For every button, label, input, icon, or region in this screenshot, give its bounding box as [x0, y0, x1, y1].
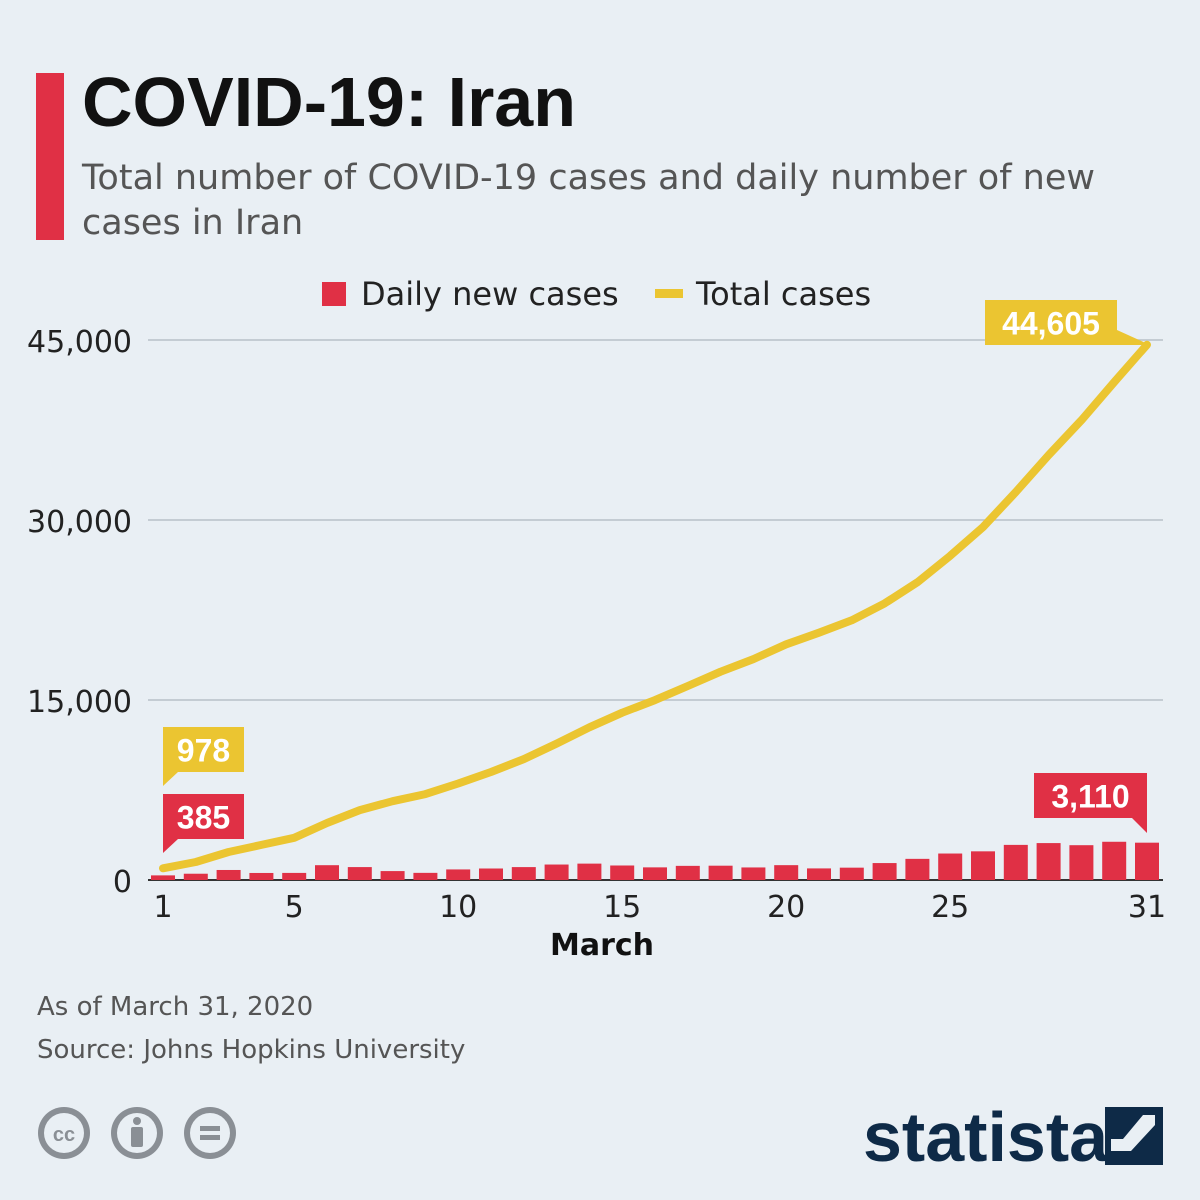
daily-bar — [347, 867, 372, 880]
daily-bar — [905, 858, 930, 880]
statista-mark-icon — [1105, 1107, 1163, 1165]
legend-total-label: Total cases — [695, 275, 871, 313]
callout-total-start: 978 — [163, 727, 244, 786]
callout-daily-start-box — [163, 794, 244, 839]
callout-total-start-pointer — [163, 772, 178, 786]
callout-daily-start-label: 385 — [177, 800, 230, 836]
daily-bar — [1102, 841, 1127, 880]
daily-bar — [282, 872, 307, 880]
x-tick-label: 25 — [931, 890, 969, 925]
callout-daily-start-pointer — [163, 839, 178, 853]
svg-text:cc: cc — [53, 1124, 75, 1146]
page-subtitle: Total number of COVID-19 cases and daily… — [82, 158, 1096, 243]
callouts: 978 385 44,605 3,110 — [163, 300, 1150, 853]
daily-bar — [1135, 842, 1159, 880]
accent-bar — [36, 73, 64, 240]
callout-daily-start: 385 — [163, 794, 244, 853]
daily-bar — [315, 865, 339, 880]
daily-bar — [938, 853, 963, 880]
daily-bar — [774, 865, 799, 880]
total-cases-line — [159, 340, 1151, 873]
daily-bar — [675, 865, 700, 880]
callout-daily-end: 3,110 — [1034, 773, 1147, 833]
y-tick-label: 30,000 — [27, 505, 132, 540]
daily-bar — [807, 868, 831, 880]
x-tick-label: 15 — [603, 890, 641, 925]
daily-bar — [577, 863, 602, 880]
daily-bar — [446, 869, 471, 880]
chart-area: Daily new cases Total cases 0 15,000 30,00… — [27, 275, 1166, 963]
daily-bar — [1003, 844, 1028, 880]
gridlines — [148, 339, 1163, 881]
callout-total-end: 44,605 — [985, 300, 1150, 345]
daily-bar — [708, 865, 733, 880]
license-icons: cc — [38, 1107, 236, 1159]
daily-bar — [216, 869, 241, 880]
x-axis-title: March — [550, 928, 654, 963]
as-of-note: As of March 31, 2020 — [37, 992, 314, 1022]
daily-bar — [610, 865, 635, 880]
x-tick-label: 31 — [1128, 890, 1166, 925]
daily-bar — [1069, 845, 1094, 880]
daily-bar — [741, 867, 766, 880]
daily-bar — [413, 872, 438, 880]
x-axis-ticks: 1 5 10 15 20 25 31 — [153, 890, 1166, 925]
x-tick-label: 1 — [153, 890, 172, 925]
callout-daily-end-label: 3,110 — [1051, 779, 1129, 815]
callout-total-end-pointer — [1117, 330, 1150, 345]
legend-daily-label: Daily new cases — [361, 275, 619, 313]
daily-bar — [544, 864, 569, 880]
x-tick-label: 20 — [767, 890, 805, 925]
callout-total-end-label: 44,605 — [1002, 306, 1100, 342]
page-title: COVID-19: Iran — [82, 63, 576, 141]
y-tick-label: 15,000 — [27, 685, 132, 720]
daily-bar — [183, 873, 208, 880]
statista-logo-svg: statista — [863, 1098, 1163, 1176]
y-tick-label: 45,000 — [27, 325, 132, 360]
daily-bar — [971, 851, 995, 880]
daily-bar — [479, 868, 503, 880]
attribution-icon — [111, 1107, 163, 1159]
y-axis-ticks: 0 15,000 30,000 45,000 — [27, 325, 132, 900]
daily-bar — [643, 867, 667, 880]
callout-total-start-label: 978 — [177, 733, 230, 769]
callout-daily-end-box — [1034, 773, 1147, 818]
daily-bar — [839, 867, 864, 880]
callout-total-start-box — [163, 727, 244, 772]
legend-daily-swatch — [322, 282, 346, 306]
total-line-group — [159, 340, 1151, 873]
statista-wordmark: statista — [863, 1098, 1109, 1175]
source-note: Source: Johns Hopkins University — [37, 1035, 466, 1065]
cc-icon: cc — [38, 1107, 90, 1159]
daily-bar — [1036, 843, 1061, 880]
daily-bar — [249, 872, 274, 880]
daily-bar — [511, 867, 536, 880]
x-tick-label: 10 — [439, 890, 477, 925]
daily-bar — [380, 871, 405, 880]
callout-daily-end-pointer — [1132, 818, 1147, 833]
y-tick-label: 0 — [113, 865, 132, 900]
daily-bar — [151, 875, 175, 880]
legend: Daily new cases Total cases — [322, 275, 871, 313]
callout-total-end-box — [985, 300, 1117, 345]
x-tick-label: 5 — [285, 890, 304, 925]
daily-bar — [872, 863, 897, 880]
no-derivatives-icon — [184, 1107, 236, 1159]
daily-bars — [151, 841, 1159, 880]
legend-total-swatch — [655, 289, 683, 298]
statista-logo: statista — [863, 1095, 1173, 1179]
